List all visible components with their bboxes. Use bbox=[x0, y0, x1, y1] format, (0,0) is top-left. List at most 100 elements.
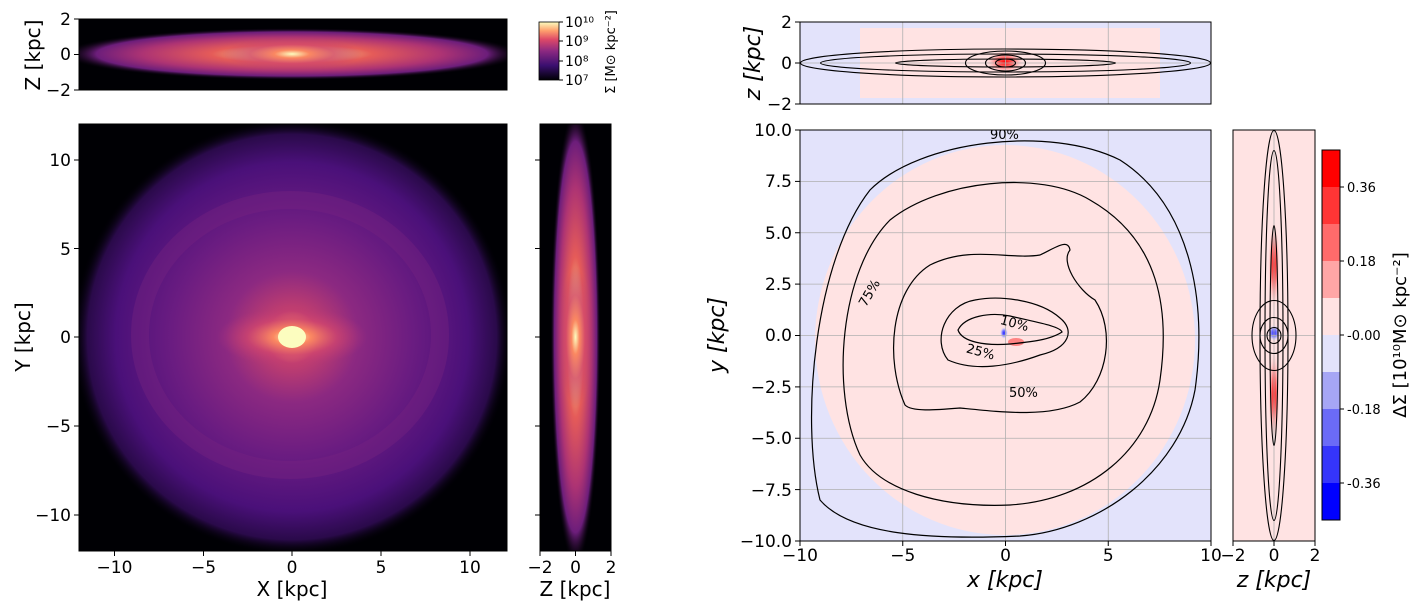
right-top-grid bbox=[800, 22, 1211, 104]
right-side-grid bbox=[1233, 130, 1315, 541]
left-main-xtick-10: 10 bbox=[459, 558, 481, 578]
left-colorbar-tick-1e8: 10⁸ bbox=[565, 54, 589, 70]
right-main-ytick-10: 10.0 bbox=[754, 121, 792, 141]
right-side-xtick-0: 0 bbox=[1269, 546, 1280, 566]
right-main-ytick-0: 0.0 bbox=[765, 326, 792, 346]
right-main-ytick-neg7.5: −7.5 bbox=[751, 481, 792, 501]
right-colorbar-tick-0.36: 0.36 bbox=[1347, 181, 1376, 196]
left-main-ytick-5: 5 bbox=[60, 240, 71, 260]
contour-50 bbox=[892, 243, 1107, 414]
right-main-xtick-neg5: −5 bbox=[890, 546, 915, 566]
contour-label-50: 50% bbox=[1009, 386, 1038, 401]
left-top-core bbox=[222, 38, 362, 70]
left-side-x-ticks: −2 0 2 bbox=[527, 551, 616, 578]
left-top-y-ticks: 2 0 −2 bbox=[46, 10, 79, 101]
left-main-xtick-0: 0 bbox=[287, 558, 298, 578]
left-side-core bbox=[559, 267, 592, 407]
right-top-blue-lower-band bbox=[860, 98, 1160, 104]
left-main-y-ticks: 10 5 0 −5 −10 bbox=[35, 151, 79, 526]
left-side-xtick-0: 0 bbox=[570, 558, 581, 578]
left-main-ytick-10: 10 bbox=[49, 151, 71, 171]
right-side-x-ticks: −2 0 2 bbox=[1220, 541, 1320, 566]
left-main-xtick-5: 5 bbox=[376, 558, 387, 578]
right-side-edge-on-plot: −2 0 2 z [kpc] bbox=[1220, 129, 1320, 593]
right-colorbar-seg-1 bbox=[1322, 150, 1340, 187]
right-top-y-ticks: 2 0 −2 bbox=[767, 13, 800, 115]
right-colorbar-seg-7 bbox=[1322, 372, 1340, 409]
right-main-face-on-plot: 10% 25% 50% 75% 90% −10 −5 0 5 10 bbox=[705, 121, 1222, 593]
right-main-xtick-neg10: −10 bbox=[782, 546, 818, 566]
right-top-blue-upper-band bbox=[860, 22, 1160, 28]
right-colorbar-seg-8 bbox=[1322, 409, 1340, 446]
left-top-ylabel: Z [kpc] bbox=[21, 20, 45, 91]
left-main-xtick-neg10: −10 bbox=[97, 558, 133, 578]
contour-90 bbox=[810, 140, 1200, 538]
contour-10 bbox=[957, 313, 1063, 346]
right-top-ytick-neg2: −2 bbox=[767, 95, 792, 115]
right-main-xtick-0: 0 bbox=[1000, 546, 1011, 566]
right-colorbar-tick-neg0.36: -0.36 bbox=[1347, 477, 1381, 492]
right-main-ytick-5: 5.0 bbox=[765, 224, 792, 244]
left-colorbar-tick-1e9: 10⁹ bbox=[565, 34, 589, 50]
left-colorbar-gradient bbox=[538, 21, 560, 81]
left-main-xlabel: X [kpc] bbox=[257, 577, 328, 601]
left-side-xtick-2: 2 bbox=[606, 558, 617, 578]
right-colorbar-seg-4 bbox=[1322, 261, 1340, 298]
right-top-edge-on-plot: 2 0 −2 z [kpc] bbox=[741, 13, 1212, 115]
contour-25 bbox=[940, 297, 1069, 368]
right-main-ytick-neg10: −10.0 bbox=[740, 532, 792, 552]
left-colorbar-label: Σ [M⊙ kpc⁻²] bbox=[604, 10, 619, 94]
left-main-face-on-plot: −10 −5 0 5 10 10 5 0 −5 −10 X [kpc] Y [k… bbox=[11, 123, 508, 601]
right-main-xlabel: x [kpc] bbox=[966, 568, 1043, 593]
left-colorbar-tick-1e10: 10¹⁰ bbox=[565, 15, 594, 31]
right-main-ytick-2.5: 2.5 bbox=[765, 275, 792, 295]
left-colorbar-tick-1e7: 10⁷ bbox=[565, 73, 588, 89]
left-top-ytick-neg2: −2 bbox=[46, 81, 71, 101]
left-side-edge-on-plot: −2 0 2 Z [kpc] bbox=[527, 123, 616, 601]
left-main-xtick-neg5: −5 bbox=[191, 558, 216, 578]
right-main-contours bbox=[810, 140, 1200, 538]
left-main-ytick-0: 0 bbox=[60, 328, 71, 348]
left-side-y-ticks bbox=[535, 159, 540, 516]
left-main-ytick-neg10: −10 bbox=[35, 506, 71, 526]
right-main-ytick-7.5: 7.5 bbox=[765, 172, 792, 192]
right-main-y-ticks: 10.0 7.5 5.0 2.5 0.0 −2.5 −5.0 −7.5 −10.… bbox=[740, 121, 800, 552]
right-colorbar-tick-0.00: -0.00 bbox=[1347, 329, 1381, 344]
contour-label-25: 25% bbox=[964, 342, 996, 364]
right-main-ylabel: y [kpc] bbox=[705, 297, 730, 374]
right-side-xtick-neg2: −2 bbox=[1220, 546, 1245, 566]
right-colorbar-seg-3 bbox=[1322, 224, 1340, 261]
right-colorbar-seg-9 bbox=[1322, 446, 1340, 483]
left-top-ytick-0: 0 bbox=[60, 45, 71, 65]
left-main-x-ticks: −10 −5 0 5 10 bbox=[97, 551, 481, 578]
contour-label-90: 90% bbox=[990, 128, 1019, 143]
contour-75 bbox=[842, 181, 1164, 506]
left-side-xlabel: Z [kpc] bbox=[540, 577, 611, 601]
right-colorbar-tick-neg0.18: -0.18 bbox=[1347, 403, 1381, 418]
left-main-ytick-neg5: −5 bbox=[46, 417, 71, 437]
right-main-red-spot bbox=[1008, 338, 1024, 346]
right-colorbar-seg-10 bbox=[1322, 483, 1340, 520]
right-top-ytick-2: 2 bbox=[781, 13, 792, 33]
right-top-ytick-0: 0 bbox=[781, 54, 792, 74]
right-colorbar-seg-5 bbox=[1322, 298, 1340, 335]
right-colorbar-seg-6 bbox=[1322, 335, 1340, 372]
right-top-ylabel: z [kpc] bbox=[741, 26, 766, 102]
right-main-xtick-5: 5 bbox=[1103, 546, 1114, 566]
right-colorbar-seg-2 bbox=[1322, 187, 1340, 224]
left-top-ytick-2: 2 bbox=[60, 10, 71, 30]
right-side-xtick-2: 2 bbox=[1310, 546, 1321, 566]
right-colorbar-tick-0.18: 0.18 bbox=[1347, 255, 1376, 270]
right-main-positive-region bbox=[815, 145, 1195, 535]
right-main-ytick-neg5: −5.0 bbox=[751, 429, 792, 449]
right-colorbar-label: ΔΣ [10¹⁰M⊙ kpc⁻²] bbox=[1390, 252, 1411, 418]
contour-label-10: 10% bbox=[998, 313, 1030, 335]
right-side-xlabel: z [kpc] bbox=[1236, 568, 1312, 593]
left-side-xtick-neg2: −2 bbox=[527, 558, 552, 578]
right-main-grid bbox=[800, 130, 1211, 541]
left-colorbar: 10¹⁰ 10⁹ 10⁸ 10⁷ Σ [M⊙ kpc⁻²] bbox=[538, 10, 619, 94]
left-main-ylabel: Y [kpc] bbox=[11, 302, 35, 372]
left-top-edge-on-plot: 2 0 −2 Z [kpc] bbox=[21, 10, 508, 101]
right-main-ytick-neg2.5: −2.5 bbox=[751, 378, 792, 398]
